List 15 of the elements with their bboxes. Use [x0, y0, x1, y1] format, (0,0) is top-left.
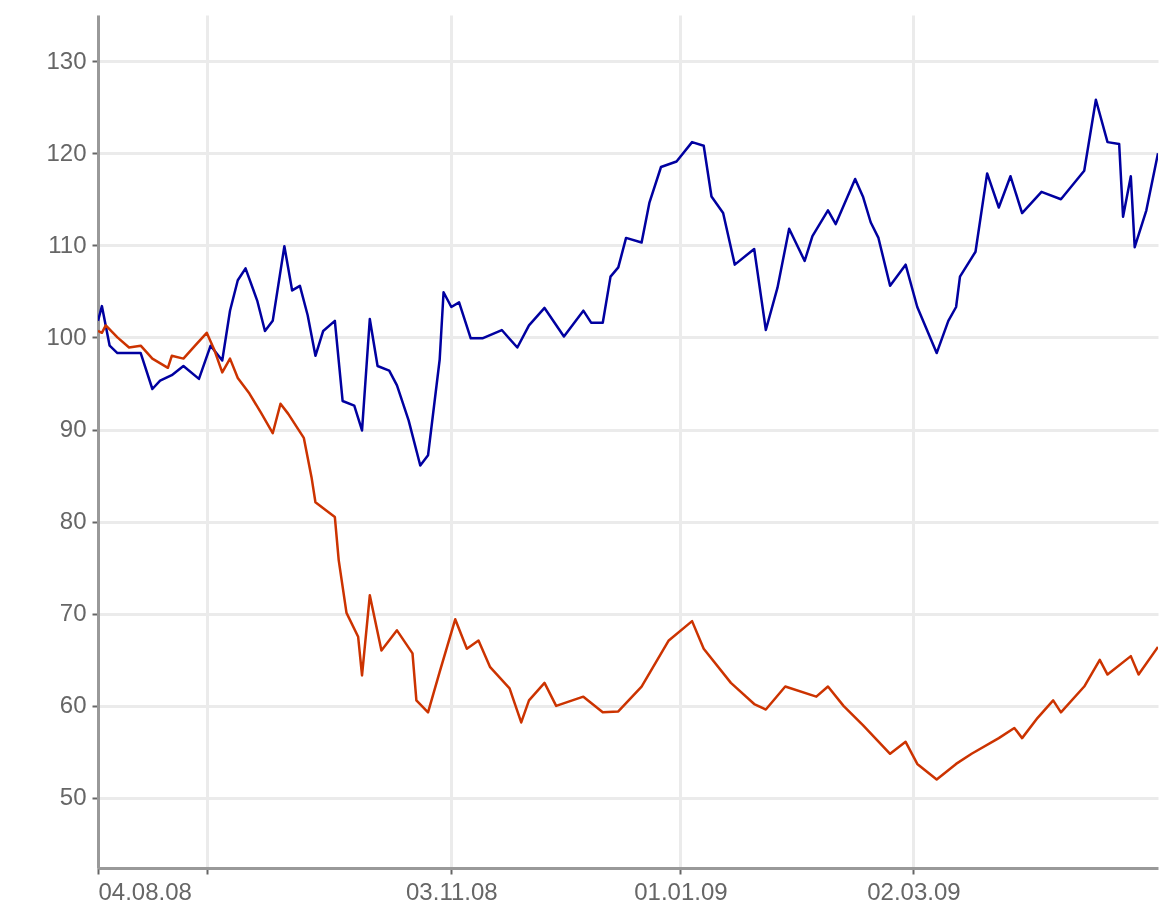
x-tick-label: 02.03.09 [867, 877, 961, 905]
y-tick-label: 100 [46, 322, 87, 350]
y-tick-label: 80 [59, 507, 87, 535]
y-tick-label: 60 [59, 691, 87, 719]
y-tick-label: 70 [59, 599, 87, 627]
line-series [98, 98, 1158, 467]
line-series [98, 324, 1158, 781]
y-tick-label: 130 [46, 46, 87, 74]
y-tick-label: 110 [48, 230, 87, 258]
x-tick-label: 04.08.08 [98, 877, 192, 905]
x-tick-label: 03.11.08 [406, 877, 498, 905]
y-tick-label: 50 [59, 783, 87, 811]
y-tick-label: 90 [59, 415, 87, 443]
y-tick-label: 120 [46, 138, 87, 166]
x-tick-label: 01.01.09 [634, 877, 728, 905]
